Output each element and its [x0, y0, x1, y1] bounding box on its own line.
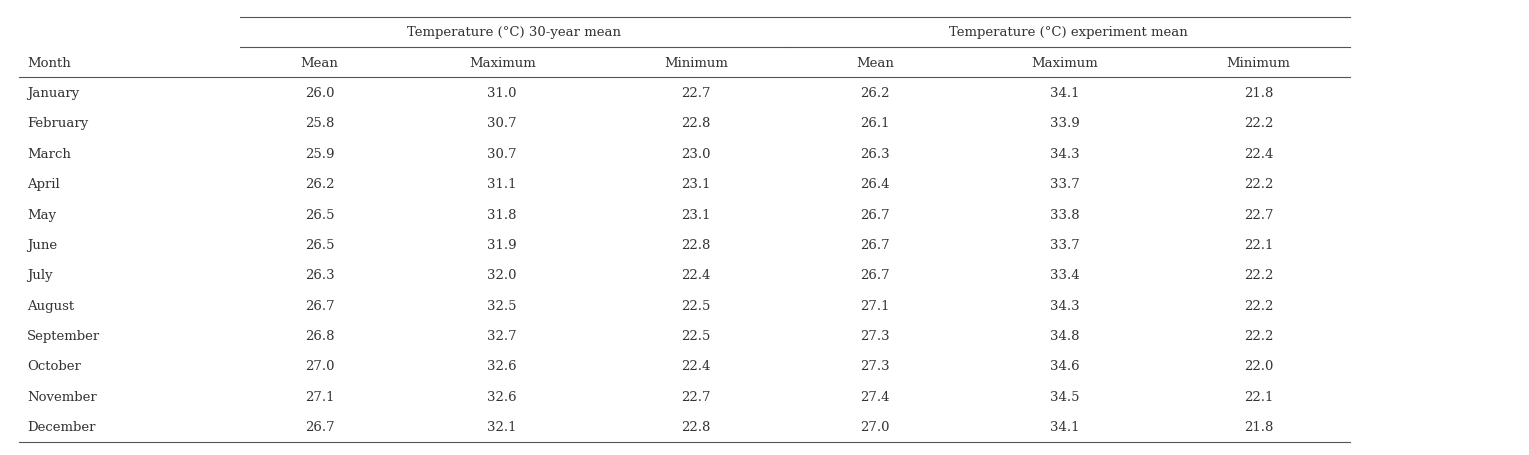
Text: 27.3: 27.3: [859, 329, 890, 342]
Text: 22.4: 22.4: [1245, 147, 1274, 161]
Text: 33.8: 33.8: [1050, 208, 1079, 221]
Text: 27.4: 27.4: [859, 390, 890, 403]
Text: 26.7: 26.7: [859, 238, 890, 251]
Text: 26.2: 26.2: [304, 178, 335, 191]
Text: 27.1: 27.1: [304, 390, 335, 403]
Text: 22.2: 22.2: [1245, 117, 1274, 130]
Text: 22.5: 22.5: [682, 299, 711, 312]
Text: 26.4: 26.4: [859, 178, 890, 191]
Text: 26.5: 26.5: [304, 238, 335, 251]
Text: 25.8: 25.8: [304, 117, 335, 130]
Text: 26.8: 26.8: [304, 329, 335, 342]
Text: 34.1: 34.1: [1050, 420, 1079, 433]
Text: 23.0: 23.0: [682, 147, 711, 161]
Text: 23.1: 23.1: [682, 178, 711, 191]
Text: May: May: [28, 208, 57, 221]
Text: February: February: [28, 117, 89, 130]
Text: 27.1: 27.1: [859, 299, 890, 312]
Text: 34.8: 34.8: [1050, 329, 1079, 342]
Text: April: April: [28, 178, 60, 191]
Text: 25.9: 25.9: [304, 147, 335, 161]
Text: 22.2: 22.2: [1245, 299, 1274, 312]
Text: 26.3: 26.3: [304, 269, 335, 282]
Text: 22.7: 22.7: [682, 87, 711, 100]
Text: 27.0: 27.0: [859, 420, 890, 433]
Text: 31.1: 31.1: [488, 178, 517, 191]
Text: 26.3: 26.3: [859, 147, 890, 161]
Text: Month: Month: [28, 56, 70, 70]
Text: November: November: [28, 390, 96, 403]
Text: Temperature (°C) 30-year mean: Temperature (°C) 30-year mean: [407, 26, 621, 39]
Text: September: September: [28, 329, 101, 342]
Text: June: June: [28, 238, 57, 251]
Text: 31.0: 31.0: [488, 87, 517, 100]
Text: 26.0: 26.0: [304, 87, 335, 100]
Text: July: July: [28, 269, 52, 282]
Text: 22.8: 22.8: [682, 117, 711, 130]
Text: 27.0: 27.0: [304, 359, 335, 373]
Text: 33.4: 33.4: [1050, 269, 1079, 282]
Text: 21.8: 21.8: [1245, 420, 1274, 433]
Text: Mean: Mean: [856, 56, 893, 70]
Text: 32.1: 32.1: [488, 420, 517, 433]
Text: January: January: [28, 87, 80, 100]
Text: 33.7: 33.7: [1050, 178, 1079, 191]
Text: Mean: Mean: [301, 56, 338, 70]
Text: 32.6: 32.6: [488, 390, 517, 403]
Text: 32.0: 32.0: [488, 269, 517, 282]
Text: 22.5: 22.5: [682, 329, 711, 342]
Text: Maximum: Maximum: [1032, 56, 1098, 70]
Text: 33.9: 33.9: [1050, 117, 1079, 130]
Text: 26.1: 26.1: [859, 117, 890, 130]
Text: 34.3: 34.3: [1050, 147, 1079, 161]
Text: 26.7: 26.7: [859, 208, 890, 221]
Text: 22.7: 22.7: [682, 390, 711, 403]
Text: 22.4: 22.4: [682, 359, 711, 373]
Text: August: August: [28, 299, 73, 312]
Text: October: October: [28, 359, 81, 373]
Text: 23.1: 23.1: [682, 208, 711, 221]
Text: 34.1: 34.1: [1050, 87, 1079, 100]
Text: Minimum: Minimum: [664, 56, 728, 70]
Text: 33.7: 33.7: [1050, 238, 1079, 251]
Text: Temperature (°C) experiment mean: Temperature (°C) experiment mean: [950, 26, 1188, 39]
Text: 22.0: 22.0: [1245, 359, 1274, 373]
Text: 34.6: 34.6: [1050, 359, 1079, 373]
Text: 27.3: 27.3: [859, 359, 890, 373]
Text: 22.1: 22.1: [1245, 238, 1274, 251]
Text: 22.8: 22.8: [682, 238, 711, 251]
Text: Maximum: Maximum: [469, 56, 535, 70]
Text: 26.5: 26.5: [304, 208, 335, 221]
Text: 21.8: 21.8: [1245, 87, 1274, 100]
Text: 22.2: 22.2: [1245, 329, 1274, 342]
Text: 22.7: 22.7: [1245, 208, 1274, 221]
Text: 26.7: 26.7: [304, 299, 335, 312]
Text: 22.2: 22.2: [1245, 269, 1274, 282]
Text: 31.9: 31.9: [488, 238, 517, 251]
Text: 31.8: 31.8: [488, 208, 517, 221]
Text: 30.7: 30.7: [488, 147, 517, 161]
Text: 30.7: 30.7: [488, 117, 517, 130]
Text: 22.4: 22.4: [682, 269, 711, 282]
Text: 26.7: 26.7: [304, 420, 335, 433]
Text: 26.7: 26.7: [859, 269, 890, 282]
Text: 32.5: 32.5: [488, 299, 517, 312]
Text: 26.2: 26.2: [859, 87, 890, 100]
Text: 22.1: 22.1: [1245, 390, 1274, 403]
Text: 22.2: 22.2: [1245, 178, 1274, 191]
Text: December: December: [28, 420, 95, 433]
Text: 22.8: 22.8: [682, 420, 711, 433]
Text: Minimum: Minimum: [1226, 56, 1290, 70]
Text: March: March: [28, 147, 70, 161]
Text: 34.5: 34.5: [1050, 390, 1079, 403]
Text: 32.7: 32.7: [488, 329, 517, 342]
Text: 34.3: 34.3: [1050, 299, 1079, 312]
Text: 32.6: 32.6: [488, 359, 517, 373]
